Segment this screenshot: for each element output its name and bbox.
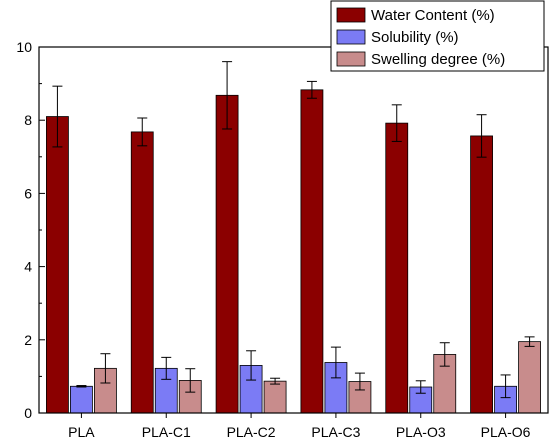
legend-box xyxy=(330,0,545,72)
y-tick-label: 2 xyxy=(24,332,32,348)
legend-label-2: Solubility (%) xyxy=(371,29,459,46)
x-tick-label: PLA-C1 xyxy=(142,424,191,440)
x-tick-label: PLA-C2 xyxy=(227,424,276,440)
bar-pla-c1-series-1 xyxy=(130,131,154,414)
x-tick-label: PLA-O3 xyxy=(396,424,446,440)
x-tick-label: PLA-O6 xyxy=(481,424,531,440)
bar-pla-series-2 xyxy=(70,385,93,414)
legend-swatch-2 xyxy=(336,29,366,45)
bar-pla-series-1 xyxy=(46,116,69,414)
tick-labels: PLA PLA-C1 PLA-C2 PLA-C3 PLA-O3 PLA-O6 0 2 4 6 8 10 xyxy=(16,39,530,440)
legend-swatch-1 xyxy=(336,7,366,23)
legend-swatch-3 xyxy=(336,51,366,67)
x-tick-label: PLA-C3 xyxy=(311,424,360,440)
x-tick-label: PLA xyxy=(68,424,95,440)
bar-pla-o3-series-1 xyxy=(385,122,409,414)
y-tick-label: 8 xyxy=(24,112,32,128)
legend-label-1: Water Content (%) xyxy=(371,7,495,24)
legend-label-3: Swelling degree (%) xyxy=(371,51,505,68)
axes xyxy=(38,46,549,418)
error-bars-layer xyxy=(52,61,535,399)
bar-pla-c2-series-1 xyxy=(215,94,239,414)
bar-pla-c3-series-1 xyxy=(300,89,324,414)
bar-pla-c2-series-3 xyxy=(263,380,287,414)
bars-layer xyxy=(46,89,541,414)
y-tick-label: 10 xyxy=(16,39,32,55)
y-tick-label: 4 xyxy=(24,259,32,275)
legend: Water Content (%) Solubility (%) Swelling … xyxy=(330,0,545,72)
bar-pla-o6-series-3 xyxy=(518,341,541,414)
y-tick-label: 6 xyxy=(24,185,32,201)
bar-pla-o6-series-1 xyxy=(470,135,493,414)
y-tick-label: 0 xyxy=(24,405,32,421)
